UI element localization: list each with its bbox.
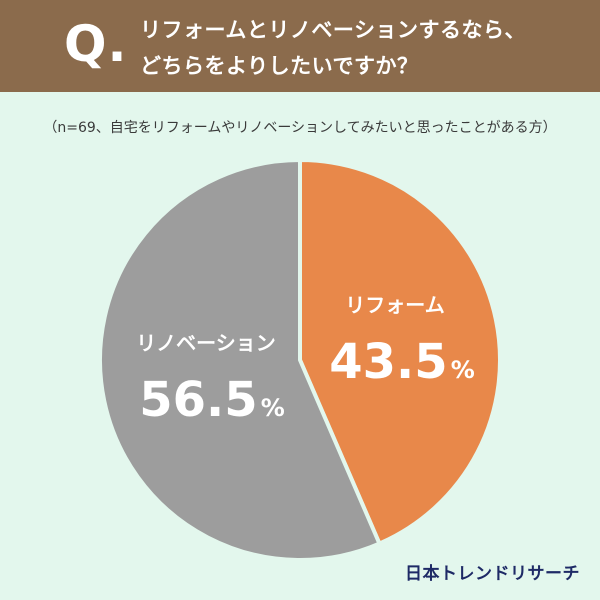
brand-logo: 日本トレンドリサーチ <box>405 564 580 584</box>
question-mark: Q. <box>64 15 128 73</box>
sample-note: （n=69、自宅をリフォームやリノベーションしてみたいと思ったことがある方） <box>43 120 557 136</box>
pie-slice-renovation <box>98 158 382 562</box>
question-line-1: リフォームとリノベーションするなら、 <box>140 18 526 42</box>
question-line-2: どちらをよりしたいですか？ <box>140 54 419 78</box>
slice-value-renovation: 56.5% <box>139 372 284 428</box>
pie-slice-reform <box>298 158 502 546</box>
slice-value-reform: 43.5% <box>329 334 474 390</box>
slice-label-renovation: リノベーション <box>136 331 276 355</box>
slice-label-reform: リフォーム <box>345 293 444 317</box>
question-header: Q. リフォームとリノベーションするなら、 どちらをよりしたいですか？ <box>0 0 600 92</box>
